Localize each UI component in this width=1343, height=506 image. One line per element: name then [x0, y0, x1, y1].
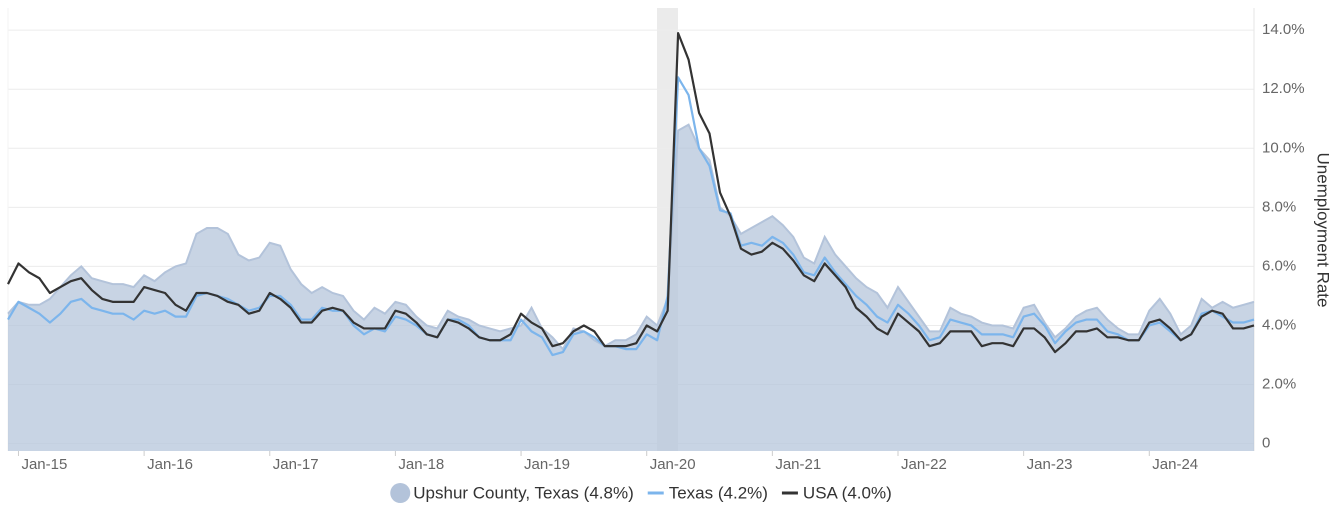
y-tick-label: 8.0% [1262, 198, 1296, 215]
y-tick-label: 10.0% [1262, 139, 1305, 156]
x-tick-label: Jan-23 [1027, 456, 1073, 473]
legend-item[interactable]: Texas (4.2%) [647, 483, 768, 502]
y-tick-label: 0 [1262, 435, 1270, 452]
y-tick-label: 14.0% [1262, 21, 1305, 38]
x-tick-label: Jan-17 [273, 456, 319, 473]
x-tick-label: Jan-18 [398, 456, 444, 473]
x-tick-label: Jan-24 [1152, 456, 1198, 473]
x-tick-label: Jan-21 [775, 456, 821, 473]
x-tick-label: Jan-15 [21, 456, 67, 473]
x-tick-label: Jan-16 [147, 456, 193, 473]
x-tick-label: Jan-20 [650, 456, 696, 473]
y-tick-label: 4.0% [1262, 316, 1296, 333]
line [7, 32, 1255, 354]
y-tick-label: 6.0% [1262, 257, 1296, 274]
y-tick-label: 12.0% [1262, 80, 1305, 97]
legend-swatch [390, 483, 411, 503]
legend-label: USA (4.0%) [803, 483, 892, 502]
x-tick-label: Jan-22 [901, 456, 947, 473]
x-tick-label: Jan-19 [524, 456, 570, 473]
legend-item[interactable]: Upshur County, Texas (4.8%) [390, 483, 634, 503]
legend-label: Upshur County, Texas (4.8%) [413, 483, 633, 502]
plot-area: 0 2.0% 4.0% 6.0% 8.0% 10.0% 12.0% 14.0% Jan-15 Ja… [7, 8, 1305, 473]
legend-item[interactable]: USA (4.0%) [781, 483, 892, 502]
area-line [7, 123, 1255, 351]
y-tick-label: 2.0% [1262, 376, 1296, 393]
y-axis-title: Unemployment Rate [1314, 153, 1333, 308]
legend-label: Texas (4.2%) [669, 483, 768, 502]
area [8, 124, 1254, 451]
legend: Upshur County, Texas (4.8%) Texas (4.2%) U… [390, 483, 892, 503]
